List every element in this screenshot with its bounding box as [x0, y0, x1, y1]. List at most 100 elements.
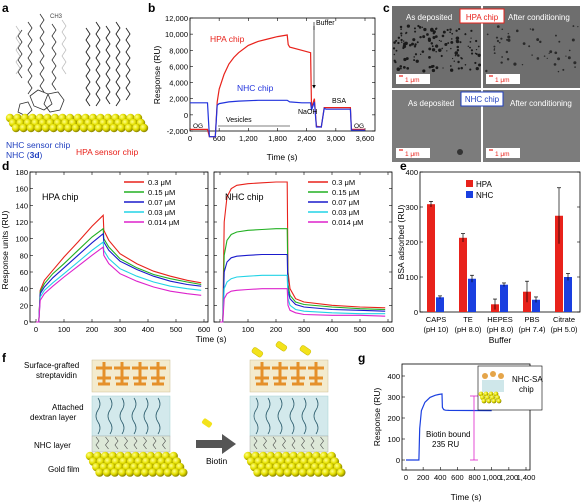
sem-particle [562, 68, 565, 71]
y-tick-label: -2,000 [167, 127, 188, 136]
y-tick-label: 0 [24, 318, 28, 327]
x-tick-label: 1,400 [517, 473, 536, 482]
sem-particle [399, 67, 402, 70]
biotin-bound-label: Biotin bound [426, 430, 470, 439]
sem-particle [415, 59, 419, 63]
sem-particle [400, 34, 403, 37]
sem-particle [546, 57, 548, 60]
sem-particle [493, 52, 496, 55]
legend-label-nhc: 0.014 μM [332, 218, 363, 227]
streptavidin-molecule [150, 362, 166, 386]
gold-atom [102, 123, 111, 133]
bar-nhc [532, 299, 540, 312]
sem-particle [441, 34, 445, 38]
sem-particle [413, 59, 415, 62]
sem-nhc-badge-label: NHC chip [465, 95, 500, 104]
sem-particle [531, 28, 535, 31]
sem-particle [496, 39, 500, 43]
sem-particle [573, 61, 577, 65]
sem-particle [507, 38, 511, 42]
x-tick-label: 0 [218, 325, 222, 334]
svg-text:CH3: CH3 [50, 14, 63, 20]
x-tick-label: 500 [354, 325, 367, 334]
series-line-nhc-chip [190, 99, 365, 138]
sem-particle [404, 41, 408, 46]
series-lines-d [36, 181, 386, 323]
sem-particle [416, 41, 419, 44]
nhc-ligand [133, 436, 138, 450]
sem-particle [548, 52, 550, 55]
series-line-0-014-m [36, 245, 202, 323]
bars-e [427, 187, 572, 312]
nhc-ligand [263, 436, 267, 450]
y-tick-label: 0 [184, 111, 188, 120]
sem-nhc-badge [460, 91, 504, 107]
sem-particle [493, 48, 496, 50]
dextran-chain [253, 397, 259, 435]
sem-particle [469, 40, 472, 43]
x-tick-label: 3,600 [356, 134, 375, 143]
sem-particle [457, 54, 460, 57]
sem-particle [428, 55, 431, 59]
gold-atom [321, 468, 331, 477]
nhc-ligand [253, 436, 258, 450]
hpa-caption: HPA sensor chip [76, 147, 138, 157]
x-tick-label: 400 [434, 473, 447, 482]
sem-particle [458, 27, 461, 31]
plot-frame-g [401, 363, 531, 471]
gold-atom [163, 468, 173, 477]
sem-particle [455, 40, 457, 42]
x-tick-label: 100 [242, 325, 255, 334]
gold-atom [133, 468, 142, 477]
bar-nhc [468, 278, 476, 312]
sem-particle [470, 49, 474, 52]
sem-particle [449, 65, 452, 67]
x-tick-label: 400 [326, 325, 339, 334]
nhc-caption-line2: NHC (3d) [6, 150, 43, 160]
sem-particle [455, 36, 460, 41]
sem-particle [456, 49, 460, 52]
gold-atom [329, 468, 338, 477]
sem-particle [422, 35, 426, 39]
label-streptavidin-line2: streptavidin [36, 371, 77, 380]
panel-c: c As deposited HPA chip After conditioni… [383, 1, 580, 162]
sem-particle [493, 45, 496, 48]
panel-letter-e: e [400, 159, 407, 173]
series-line-0-03-m [220, 274, 386, 323]
panel-letter-f: f [2, 351, 7, 365]
sem-particle [450, 68, 454, 72]
bar-hpa [427, 204, 435, 312]
category-name: HEPES [487, 315, 512, 324]
gold-atom [496, 398, 502, 404]
dextran-chain [265, 397, 271, 435]
gold-atom [306, 468, 316, 477]
sem-particle [399, 25, 403, 29]
buffer-label: Buffer [316, 20, 335, 27]
gold-atom [148, 468, 158, 477]
sem-particle [414, 53, 418, 56]
sem-particle [470, 29, 473, 32]
legend-label-nhc-e: NHC [476, 191, 494, 200]
sem-particle [475, 67, 479, 71]
scale-bar-4-label: 1 μm [495, 151, 510, 158]
sem-particle [392, 47, 396, 50]
sem-particle [567, 56, 571, 60]
y-tick-label: 20 [20, 301, 28, 310]
gold-atom [56, 123, 66, 133]
nhc-ligand [320, 436, 324, 450]
y-axis-ticks-d: 0 20 40 60 80 100 120 140 160 180 [15, 168, 392, 327]
sem-particle [400, 41, 403, 43]
sem-particle [399, 65, 403, 68]
x-tick-label: 200 [270, 325, 283, 334]
inset-label-line2: chip [519, 385, 534, 394]
series-line-0-07-m [220, 253, 386, 323]
gold-atom [34, 123, 43, 133]
category-name: CAPS [426, 315, 446, 324]
legend-label-hpa: 0.03 μM [148, 208, 175, 217]
gold-atom [41, 123, 51, 133]
sem-particle [568, 49, 571, 52]
sem-particle [457, 67, 460, 70]
y-tick-label: 100 [405, 273, 418, 282]
sem-particle [440, 54, 443, 58]
